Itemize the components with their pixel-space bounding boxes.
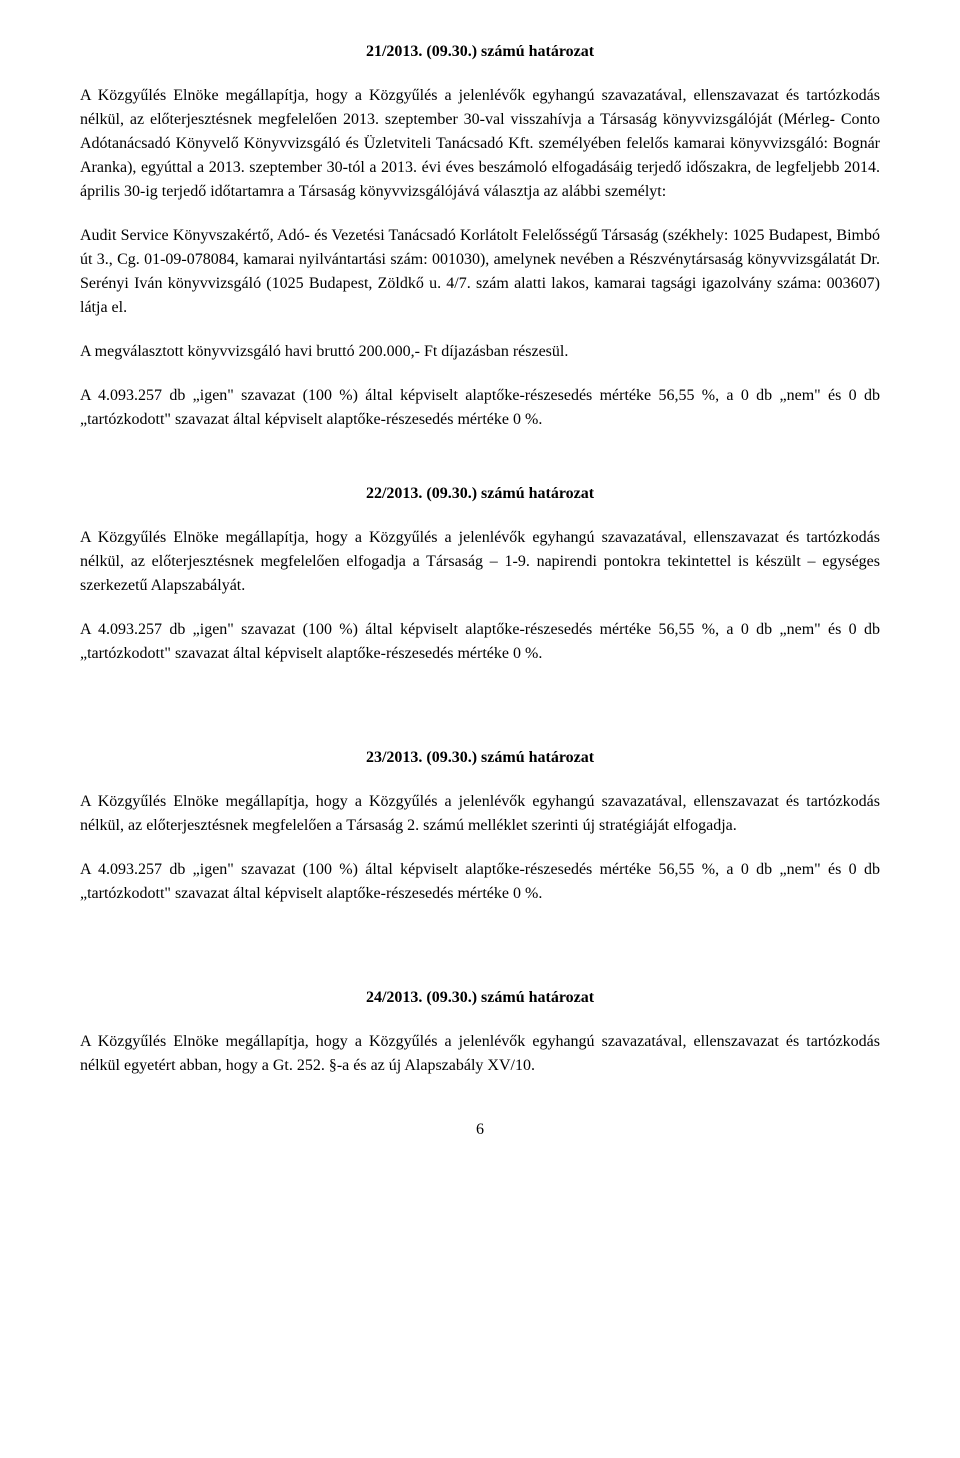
resolution-21-paragraph-1: A Közgyűlés Elnöke megállapítja, hogy a … xyxy=(80,84,880,204)
page-number: 6 xyxy=(80,1118,880,1142)
resolution-24-paragraph-1: A Közgyűlés Elnöke megállapítja, hogy a … xyxy=(80,1030,880,1078)
resolution-21-paragraph-2: Audit Service Könyvszakértő, Adó- és Vez… xyxy=(80,224,880,320)
resolution-23-paragraph-2: A 4.093.257 db „igen" szavazat (100 %) á… xyxy=(80,858,880,906)
resolution-21-paragraph-3: A megválasztott könyvvizsgáló havi brutt… xyxy=(80,340,880,364)
resolution-23-title: 23/2013. (09.30.) számú határozat xyxy=(80,746,880,770)
resolution-23-paragraph-1: A Közgyűlés Elnöke megállapítja, hogy a … xyxy=(80,790,880,838)
resolution-22-paragraph-2: A 4.093.257 db „igen" szavazat (100 %) á… xyxy=(80,618,880,666)
resolution-21-title: 21/2013. (09.30.) számú határozat xyxy=(80,40,880,64)
resolution-22-paragraph-1: A Közgyűlés Elnöke megállapítja, hogy a … xyxy=(80,526,880,598)
resolution-21-paragraph-4: A 4.093.257 db „igen" szavazat (100 %) á… xyxy=(80,384,880,432)
resolution-22-title: 22/2013. (09.30.) számú határozat xyxy=(80,482,880,506)
resolution-24-title: 24/2013. (09.30.) számú határozat xyxy=(80,986,880,1010)
